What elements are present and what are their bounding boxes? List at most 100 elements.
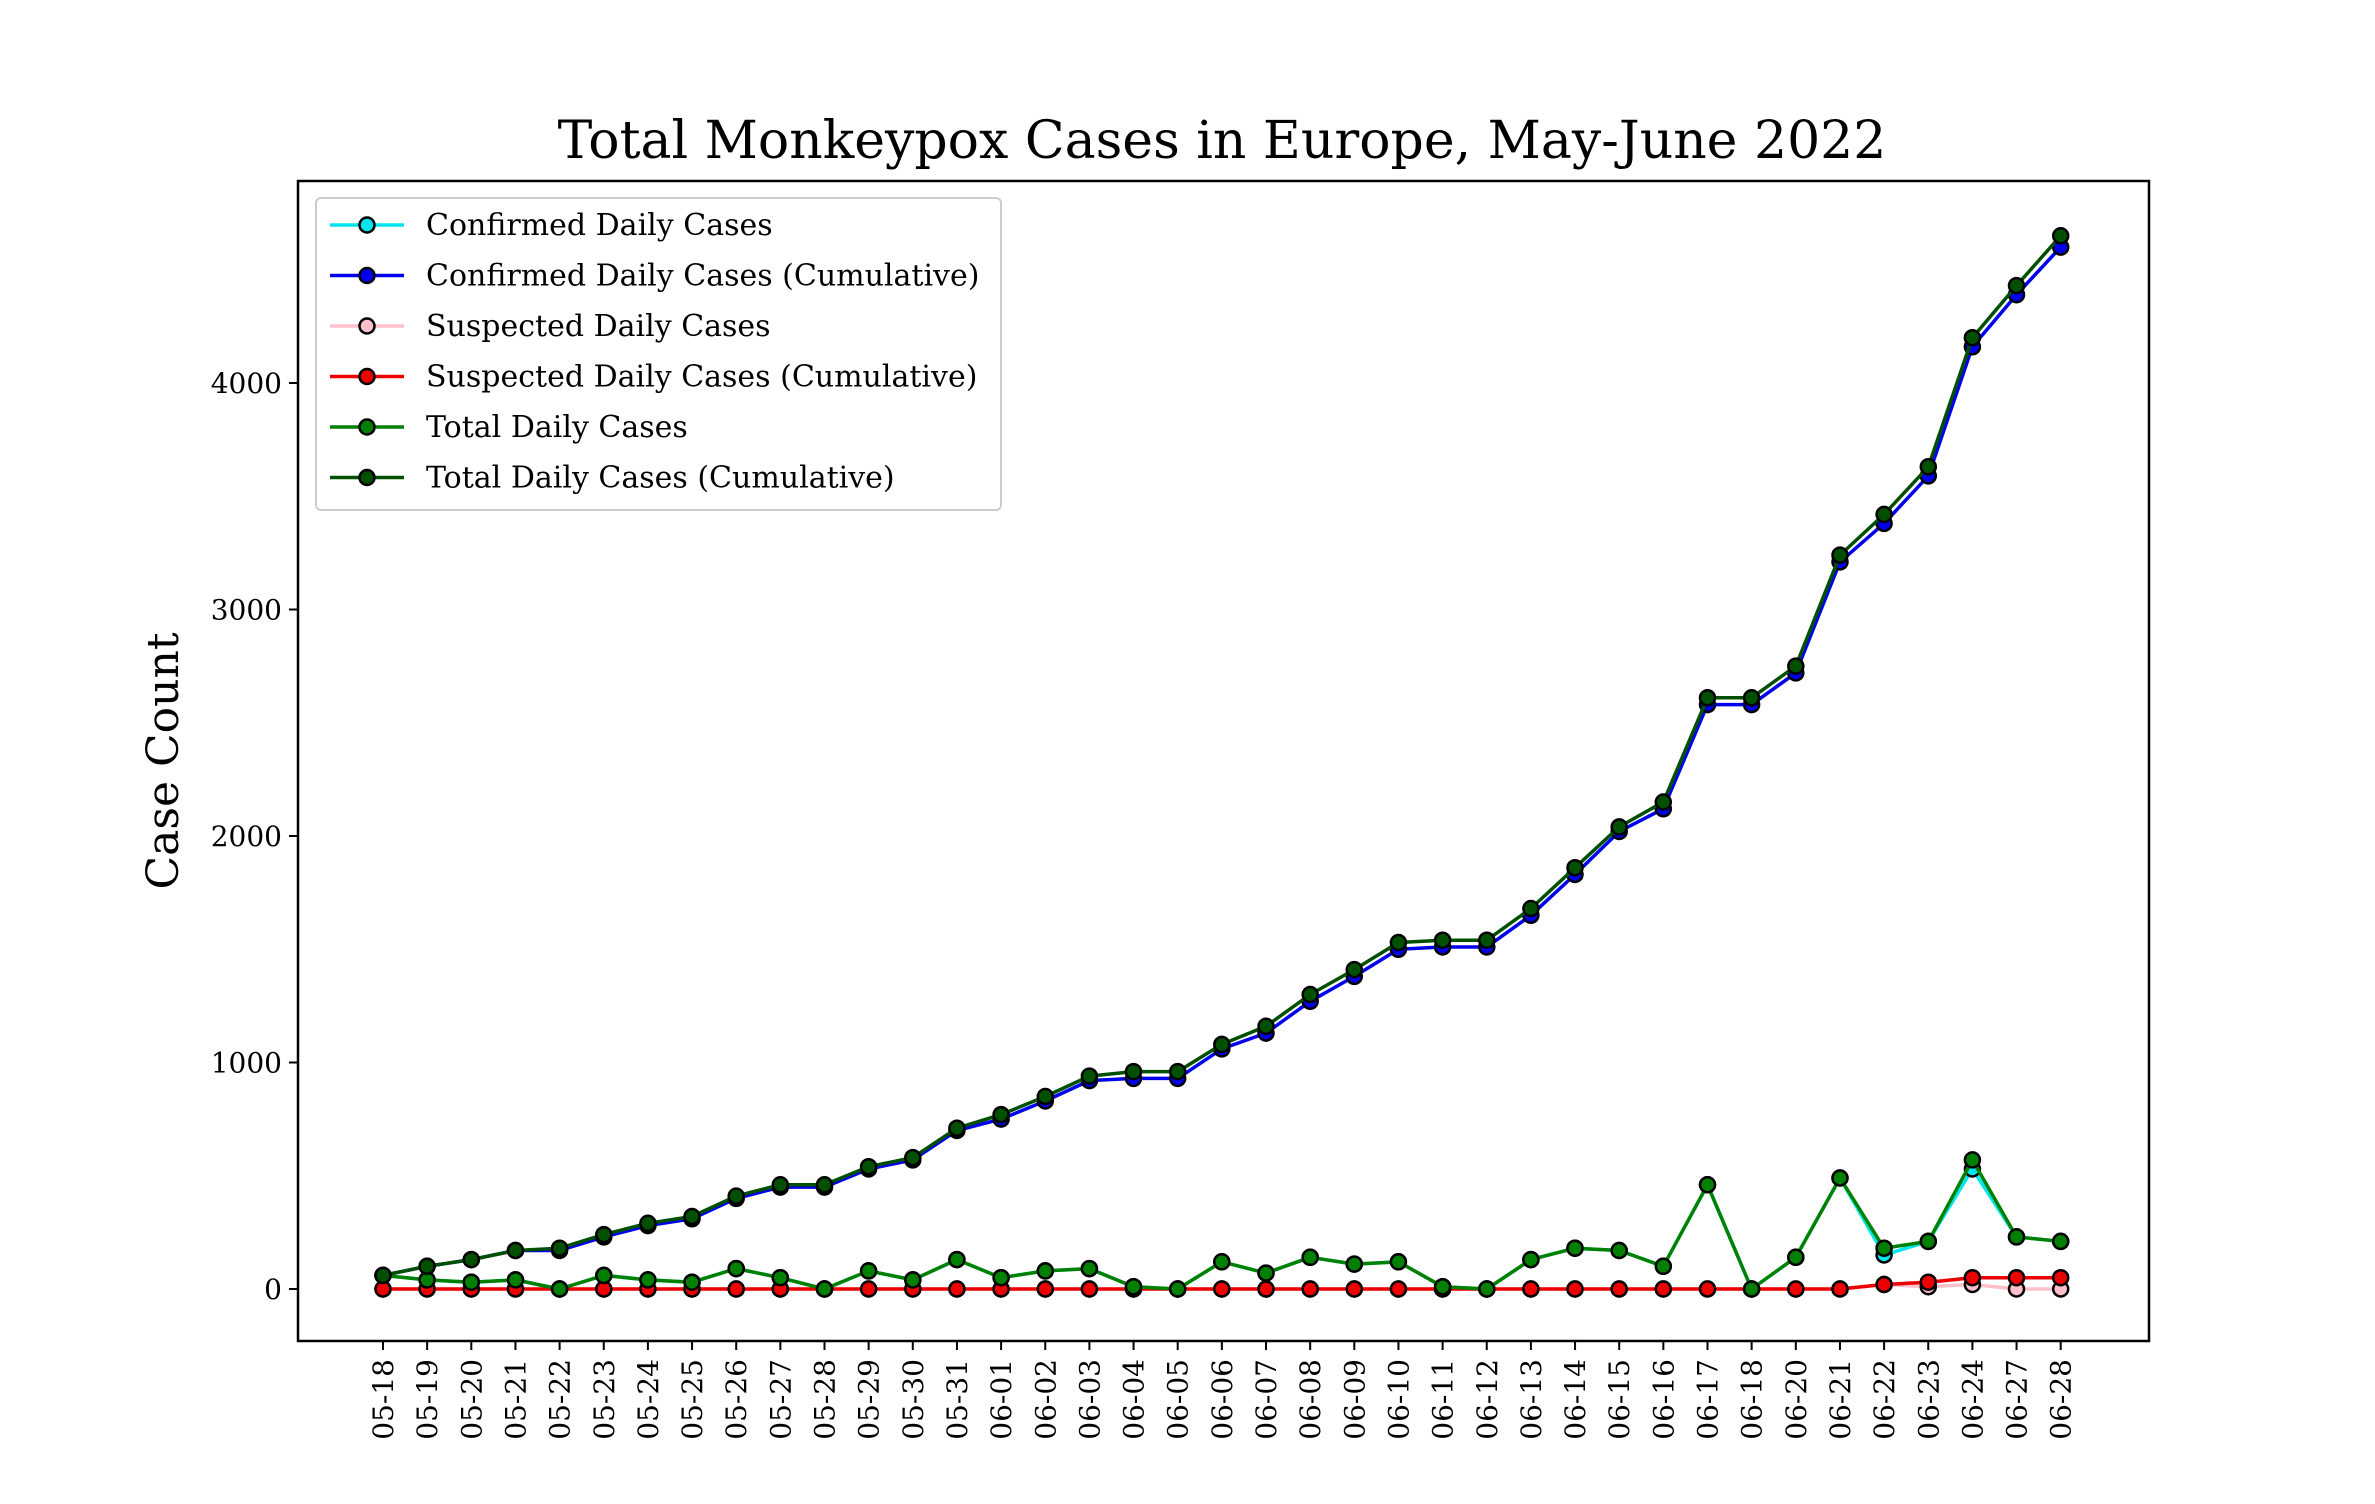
data-point — [1080, 1067, 1099, 1085]
data-point — [1831, 1169, 1849, 1187]
x-tick-label: 06-02 — [1029, 1359, 1062, 1440]
x-tick-label: 05-24 — [632, 1359, 665, 1440]
x-tick-label: 06-15 — [1603, 1359, 1636, 1440]
data-point — [771, 1268, 790, 1287]
x-tick-label: 05-23 — [588, 1359, 621, 1440]
data-point — [683, 1207, 701, 1226]
x-tick-label: 06-08 — [1294, 1359, 1327, 1440]
legend-label: Confirmed Daily Cases (Cumulative) — [426, 259, 979, 294]
data-point — [418, 1257, 436, 1276]
x-tick-label: 06-07 — [1250, 1359, 1283, 1440]
data-point — [1478, 1280, 1496, 1298]
data-point — [727, 1280, 745, 1298]
data-point — [1345, 1280, 1364, 1298]
data-point — [1301, 985, 1319, 1004]
data-point — [859, 1280, 878, 1298]
data-point — [1389, 1253, 1408, 1271]
data-point — [2007, 1228, 2026, 1246]
data-point — [1168, 1062, 1187, 1081]
x-tick-label: 05-20 — [455, 1359, 488, 1440]
data-point — [1433, 1277, 1452, 1296]
data-point — [1919, 1273, 1938, 1291]
data-point — [1036, 1262, 1055, 1280]
data-point — [815, 1176, 834, 1194]
x-tick-label: 06-28 — [2045, 1359, 2078, 1440]
x-tick-label: 06-12 — [1471, 1359, 1504, 1440]
data-point — [2051, 1232, 2070, 1251]
data-point — [1124, 1062, 1143, 1081]
data-point — [1610, 1241, 1628, 1260]
data-point — [1301, 1280, 1319, 1298]
data-point — [1566, 858, 1584, 877]
x-tick-label: 06-04 — [1118, 1359, 1151, 1440]
data-point — [1213, 1035, 1231, 1054]
x-tick-label: 06-01 — [985, 1359, 1018, 1440]
x-tick-label: 06-23 — [1912, 1359, 1945, 1440]
data-point — [992, 1105, 1010, 1124]
y-tick-label: 3000 — [211, 594, 282, 627]
data-point — [1831, 546, 1849, 564]
data-point — [1919, 458, 1938, 476]
data-point — [639, 1214, 657, 1233]
data-point — [1919, 1232, 1938, 1251]
data-point — [1080, 1259, 1099, 1278]
x-tick-label: 05-31 — [941, 1359, 974, 1440]
legend-swatch-marker — [358, 266, 376, 285]
x-tick-label: 06-05 — [1162, 1359, 1195, 1440]
data-point — [1124, 1277, 1143, 1296]
legend-swatch-marker — [358, 216, 376, 234]
x-tick-label: 05-27 — [764, 1359, 797, 1440]
data-point — [1213, 1280, 1231, 1298]
chart-title: Total Monkeypox Cases in Europe, May-Jun… — [558, 111, 1887, 171]
data-point — [1742, 1280, 1761, 1298]
plot-area — [374, 227, 2070, 1298]
x-tick-label: 06-27 — [2001, 1359, 2034, 1440]
legend-swatch-marker — [358, 418, 376, 436]
data-point — [1257, 1264, 1275, 1282]
x-tick-label: 06-11 — [1427, 1359, 1460, 1440]
legend-swatch-marker — [358, 367, 376, 386]
data-point — [859, 1262, 878, 1280]
data-point — [1478, 931, 1496, 949]
axes: 0 1000 2000 3000 4000 05-18 05-19 05-20 05-21 05-… — [211, 179, 2151, 1440]
data-point — [639, 1271, 657, 1289]
data-point — [727, 1187, 745, 1205]
data-point — [462, 1250, 481, 1269]
data-point — [1566, 1239, 1584, 1257]
data-point — [859, 1157, 878, 1176]
data-point — [1610, 818, 1628, 836]
x-tick-label: 05-25 — [676, 1359, 709, 1440]
data-point — [1168, 1280, 1187, 1298]
data-point — [2007, 1268, 2026, 1287]
x-tick-label: 05-22 — [544, 1359, 577, 1440]
x-tick-label: 05-18 — [367, 1359, 400, 1440]
data-point — [1389, 1280, 1408, 1298]
data-point — [1257, 1017, 1275, 1036]
y-tick-label: 1000 — [211, 1047, 282, 1080]
data-point — [550, 1239, 569, 1257]
data-point — [1213, 1253, 1231, 1271]
data-point — [1787, 657, 1805, 675]
data-point — [1433, 931, 1452, 949]
x-tick-label: 06-21 — [1824, 1359, 1857, 1440]
data-point — [1522, 899, 1540, 918]
legend-swatch-marker — [358, 468, 376, 487]
x-tick-label: 06-03 — [1073, 1359, 1106, 1440]
data-point — [1654, 793, 1673, 811]
plot-frame — [296, 179, 2151, 1343]
data-point — [462, 1273, 481, 1291]
data-point — [1875, 505, 1893, 524]
data-point — [1389, 933, 1408, 952]
legend-label: Total Daily Cases (Cumulative) — [426, 461, 895, 496]
data-point — [1742, 689, 1761, 707]
data-point — [1654, 1257, 1673, 1276]
data-point — [2007, 276, 2026, 295]
x-tick-label: 05-21 — [499, 1359, 532, 1440]
legend-label: Suspected Daily Cases (Cumulative) — [426, 360, 977, 395]
data-point — [1963, 328, 1982, 347]
data-point — [1522, 1250, 1540, 1269]
x-tick-label: 06-06 — [1206, 1359, 1239, 1440]
data-point — [904, 1271, 922, 1289]
data-point — [1036, 1280, 1055, 1298]
data-point — [1345, 1255, 1364, 1273]
